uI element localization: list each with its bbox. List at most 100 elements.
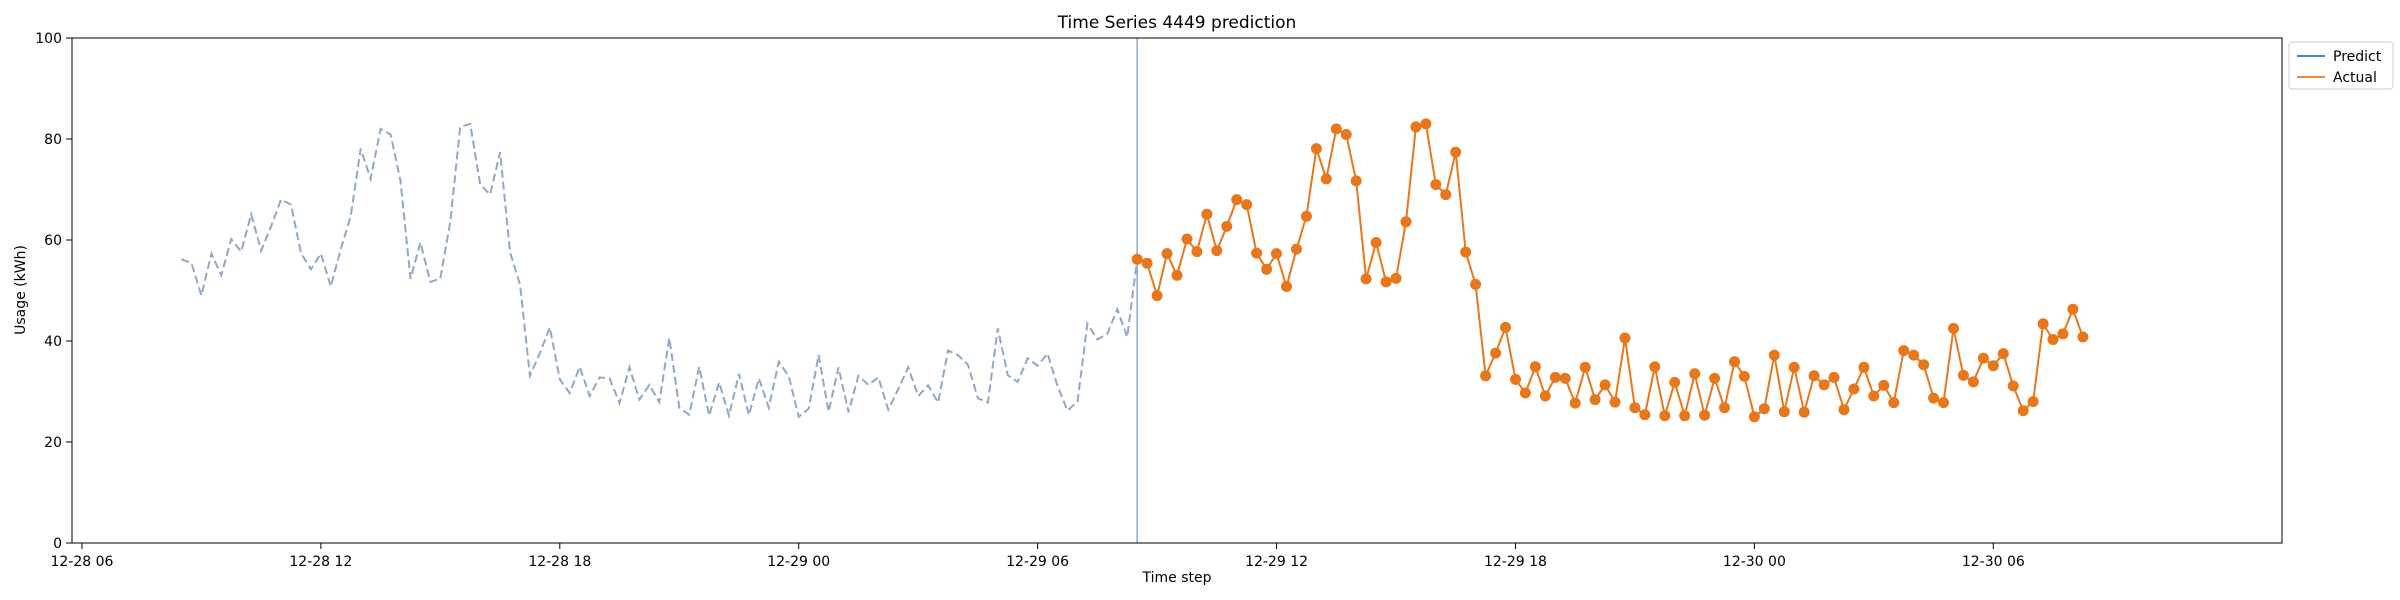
data-point [1719, 402, 1730, 414]
data-point [1191, 246, 1203, 258]
data-point [1629, 402, 1641, 414]
data-point [1251, 247, 1263, 259]
data-point [1151, 290, 1163, 302]
data-point [1420, 118, 1432, 130]
data-point [1440, 189, 1452, 201]
data-point [1699, 409, 1711, 421]
y-tick-label: 80 [44, 132, 62, 148]
x-tick-label: 12-30 06 [1962, 554, 2025, 570]
data-point [1748, 411, 1760, 423]
data-point [1798, 406, 1810, 418]
series-line-history [181, 122, 1139, 420]
data-point [1390, 272, 1402, 284]
data-point [1878, 379, 1890, 391]
data-point [1141, 257, 1153, 269]
data-point [1868, 390, 1880, 402]
data-point [1300, 210, 1312, 222]
series-line-actual [1136, 122, 2084, 420]
data-point [1838, 404, 1850, 416]
data-point [1997, 348, 2009, 360]
data-point [1410, 121, 1422, 133]
data-point [1679, 410, 1691, 422]
data-point [1669, 376, 1681, 388]
data-point [1231, 194, 1243, 206]
data-point [1967, 376, 1979, 388]
data-point [1281, 281, 1292, 292]
y-tick-label: 100 [35, 31, 62, 47]
data-point [1221, 220, 1233, 232]
data-point [1928, 392, 1940, 404]
data-point [2027, 396, 2039, 408]
data-point [1778, 406, 1790, 418]
data-point [1330, 123, 1342, 135]
data-point [1201, 208, 1213, 220]
data-point [1569, 397, 1581, 409]
data-point [1460, 246, 1472, 258]
data-point [1161, 248, 1173, 260]
data-point [1380, 276, 1392, 288]
data-point [2047, 334, 2059, 345]
data-point [1291, 243, 1302, 255]
data-point [1828, 371, 1840, 383]
data-point [2077, 331, 2089, 343]
x-tick-label: 12-29 06 [1006, 554, 1069, 570]
data-point [1340, 129, 1352, 140]
data-point [1211, 245, 1223, 257]
data-point [1768, 349, 1780, 361]
data-point [1709, 372, 1721, 384]
data-point [1519, 387, 1531, 399]
data-point [2057, 328, 2069, 340]
y-tick-label: 60 [44, 233, 62, 249]
data-point [1689, 368, 1701, 380]
data-point [1470, 278, 1482, 290]
data-point [1908, 349, 1920, 361]
data-point [1529, 361, 1541, 373]
data-point [1599, 379, 1611, 391]
data-point [1320, 173, 1332, 185]
data-point [1450, 146, 1462, 158]
data-point [1758, 403, 1770, 415]
data-point [1510, 373, 1521, 385]
data-point [1490, 347, 1502, 359]
data-point [1948, 322, 1959, 334]
data-point [2007, 380, 2019, 392]
x-tick-label: 12-28 18 [528, 554, 591, 570]
data-point [1310, 143, 1322, 155]
data-point [1848, 383, 1860, 395]
data-point [1738, 370, 1750, 382]
x-axis: 12-28 06 12-28 12 12-28 18 12-29 00 12-29 06… [50, 543, 2025, 570]
data-point [1430, 179, 1442, 190]
data-point [1987, 360, 1999, 372]
data-point [1808, 370, 1820, 382]
plot-area [181, 38, 2089, 543]
legend: Predict Actual [2288, 41, 2394, 90]
data-point [1559, 372, 1571, 384]
data-point [1888, 397, 1900, 409]
data-point [2037, 318, 2049, 330]
data-point [1360, 273, 1372, 285]
y-axis: 0 20 40 60 80 100 [35, 31, 72, 552]
data-point [1639, 409, 1651, 421]
data-point [1500, 321, 1511, 333]
y-tick-label: 40 [44, 334, 62, 350]
data-point [1261, 263, 1273, 275]
data-point [1241, 199, 1253, 211]
data-point [1918, 359, 1930, 371]
data-point [1171, 269, 1183, 281]
data-point [1858, 361, 1870, 373]
data-point [1181, 233, 1193, 245]
x-tick-label: 12-29 18 [1484, 554, 1547, 570]
data-point [1549, 371, 1561, 383]
legend-actual-label: Actual [2333, 70, 2377, 86]
chart-title: Time Series 4449 prediction [1057, 13, 1297, 33]
data-point [2067, 303, 2079, 315]
data-point [1818, 379, 1830, 391]
data-point [2017, 405, 2029, 417]
x-tick-label: 12-28 12 [289, 554, 352, 570]
data-point [1898, 345, 1910, 357]
legend-predict-label: Predict [2333, 49, 2382, 65]
data-point [1619, 332, 1631, 344]
data-point [1131, 253, 1143, 265]
